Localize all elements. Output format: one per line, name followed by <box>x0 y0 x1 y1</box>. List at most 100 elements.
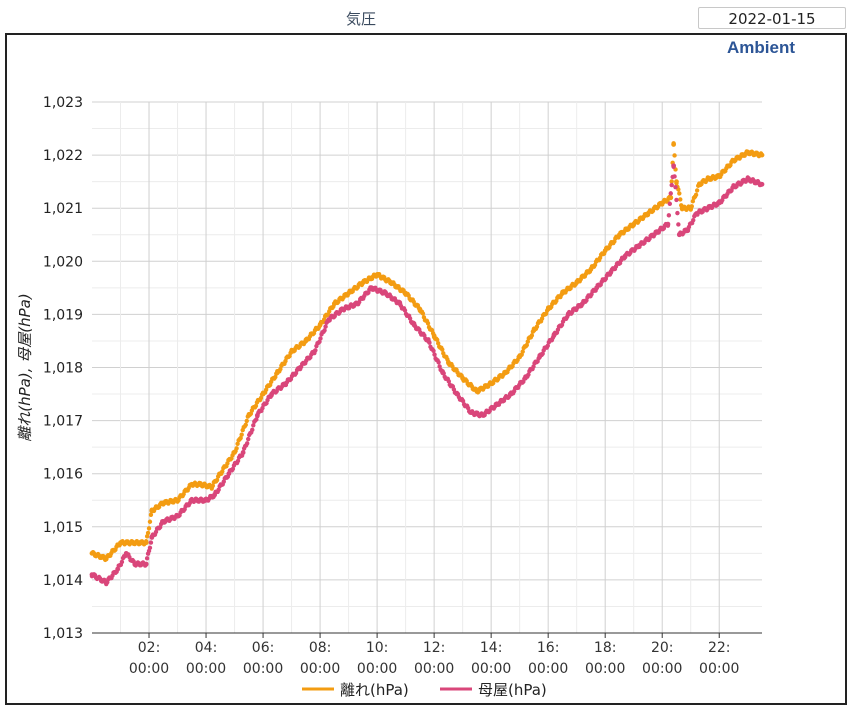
series-dot <box>539 316 545 321</box>
data-point <box>269 391 275 397</box>
data-point <box>254 412 260 418</box>
data-point <box>175 513 180 519</box>
series-dot <box>216 487 221 492</box>
series-dot <box>436 360 441 365</box>
y-tick-label: 1,014 <box>43 573 83 589</box>
data-point <box>115 566 121 572</box>
data-point <box>594 285 600 291</box>
data-point <box>705 205 711 211</box>
series-dot <box>525 339 531 344</box>
data-point <box>283 381 289 386</box>
series-dot <box>245 436 251 442</box>
data-point <box>197 481 203 487</box>
x-tick-label: 16: <box>537 640 560 656</box>
data-point <box>103 580 109 585</box>
series-dot <box>534 324 540 329</box>
y-tick-label: 1,013 <box>43 626 83 642</box>
series-dot <box>144 534 150 539</box>
data-point <box>143 561 149 567</box>
y-tick-label: 1,020 <box>43 254 83 270</box>
data-point <box>103 556 109 562</box>
series-dot <box>678 197 683 202</box>
x-tick-label: 00:00 <box>585 661 625 677</box>
series-dot <box>690 199 696 204</box>
series-dot <box>540 351 545 356</box>
series-dot <box>239 432 244 437</box>
series-dot <box>145 530 151 536</box>
date-field[interactable]: 2022-01-15 <box>698 7 846 29</box>
series-dot <box>531 364 536 369</box>
series-dot <box>253 403 259 409</box>
data-point <box>671 142 677 147</box>
series-dot <box>244 441 250 446</box>
series-dot <box>666 213 672 218</box>
data-point <box>388 280 394 285</box>
x-tick-label: 02: <box>138 640 161 656</box>
series-dot <box>235 441 240 446</box>
data-point <box>383 290 389 296</box>
data-point <box>440 370 446 376</box>
x-tick-label: 12: <box>423 640 446 656</box>
data-point <box>403 290 409 296</box>
series-dot <box>529 333 535 338</box>
data-point <box>89 572 95 577</box>
chart-frame <box>5 33 847 705</box>
data-point <box>397 301 403 307</box>
series-dot <box>691 217 696 223</box>
x-tick-label: 00:00 <box>471 661 511 677</box>
data-point <box>297 365 303 370</box>
data-point <box>317 322 323 328</box>
series-dot <box>669 179 674 184</box>
data-point <box>203 497 209 503</box>
series-dot <box>526 372 531 377</box>
x-tick-label: 00:00 <box>186 661 226 677</box>
data-point <box>289 349 294 354</box>
x-tick-label: 10: <box>366 640 389 656</box>
series-dot <box>673 184 678 190</box>
data-point <box>685 227 691 232</box>
series-dot <box>420 311 426 316</box>
series-dot <box>283 358 288 364</box>
data-point <box>671 163 677 169</box>
data-point <box>745 176 751 182</box>
x-tick-label: 00:00 <box>699 661 739 677</box>
series-dot <box>250 427 255 433</box>
data-point <box>631 221 637 227</box>
data-point <box>676 232 682 238</box>
data-point <box>474 388 480 394</box>
data-point <box>622 253 628 259</box>
series-dot <box>431 348 436 353</box>
x-tick-label: 04: <box>195 640 218 656</box>
series-dot <box>437 364 442 369</box>
data-point <box>160 500 166 506</box>
series-dot <box>230 466 236 472</box>
data-point <box>645 211 651 216</box>
data-point <box>118 540 123 546</box>
data-point <box>445 359 451 365</box>
data-point <box>488 381 494 386</box>
series-dot <box>436 341 441 346</box>
data-point <box>574 280 580 285</box>
series-dot <box>559 322 565 328</box>
data-point <box>175 497 180 503</box>
data-point <box>260 391 266 397</box>
series-dot <box>119 559 125 565</box>
x-tick-label: 20: <box>651 640 674 656</box>
series-dot <box>520 349 525 354</box>
series-dot <box>440 347 445 352</box>
data-point <box>759 181 765 187</box>
data-point <box>716 173 722 179</box>
data-point <box>588 266 594 272</box>
data-point <box>531 327 537 333</box>
series-dot <box>321 317 327 322</box>
x-tick-label: 00:00 <box>528 661 568 677</box>
series-dot <box>694 188 700 193</box>
data-point <box>246 412 252 418</box>
x-tick-label: 14: <box>480 640 503 656</box>
data-point <box>617 232 622 238</box>
data-point <box>89 550 95 556</box>
series-dot <box>251 423 256 428</box>
data-point <box>745 150 751 155</box>
data-point <box>579 301 585 307</box>
data-point <box>651 232 657 238</box>
